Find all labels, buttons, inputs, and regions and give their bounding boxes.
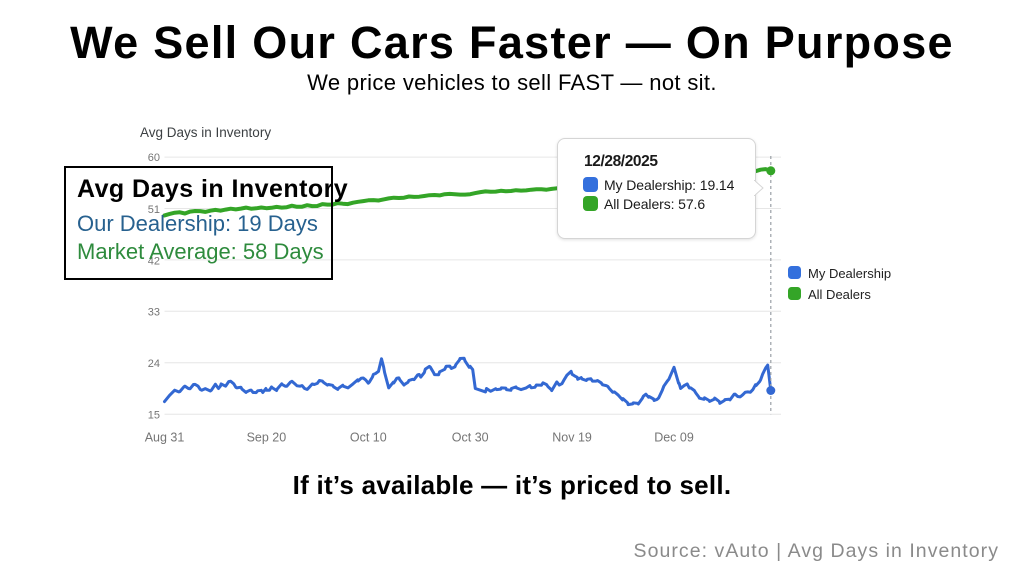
- svg-text:Oct 30: Oct 30: [452, 430, 489, 444]
- svg-text:Aug 31: Aug 31: [145, 430, 185, 444]
- svg-text:Dec 09: Dec 09: [654, 430, 694, 444]
- svg-text:33: 33: [148, 307, 160, 319]
- svg-text:Oct 10: Oct 10: [350, 430, 387, 444]
- svg-text:24: 24: [148, 358, 160, 370]
- svg-text:Nov 19: Nov 19: [552, 430, 592, 444]
- svg-text:51: 51: [148, 204, 160, 216]
- svg-text:42: 42: [148, 255, 160, 267]
- svg-text:60: 60: [148, 152, 160, 164]
- svg-text:Sep 20: Sep 20: [247, 430, 287, 444]
- svg-text:Avg Days in Inventory: Avg Days in Inventory: [140, 125, 271, 140]
- svg-text:15: 15: [148, 410, 160, 422]
